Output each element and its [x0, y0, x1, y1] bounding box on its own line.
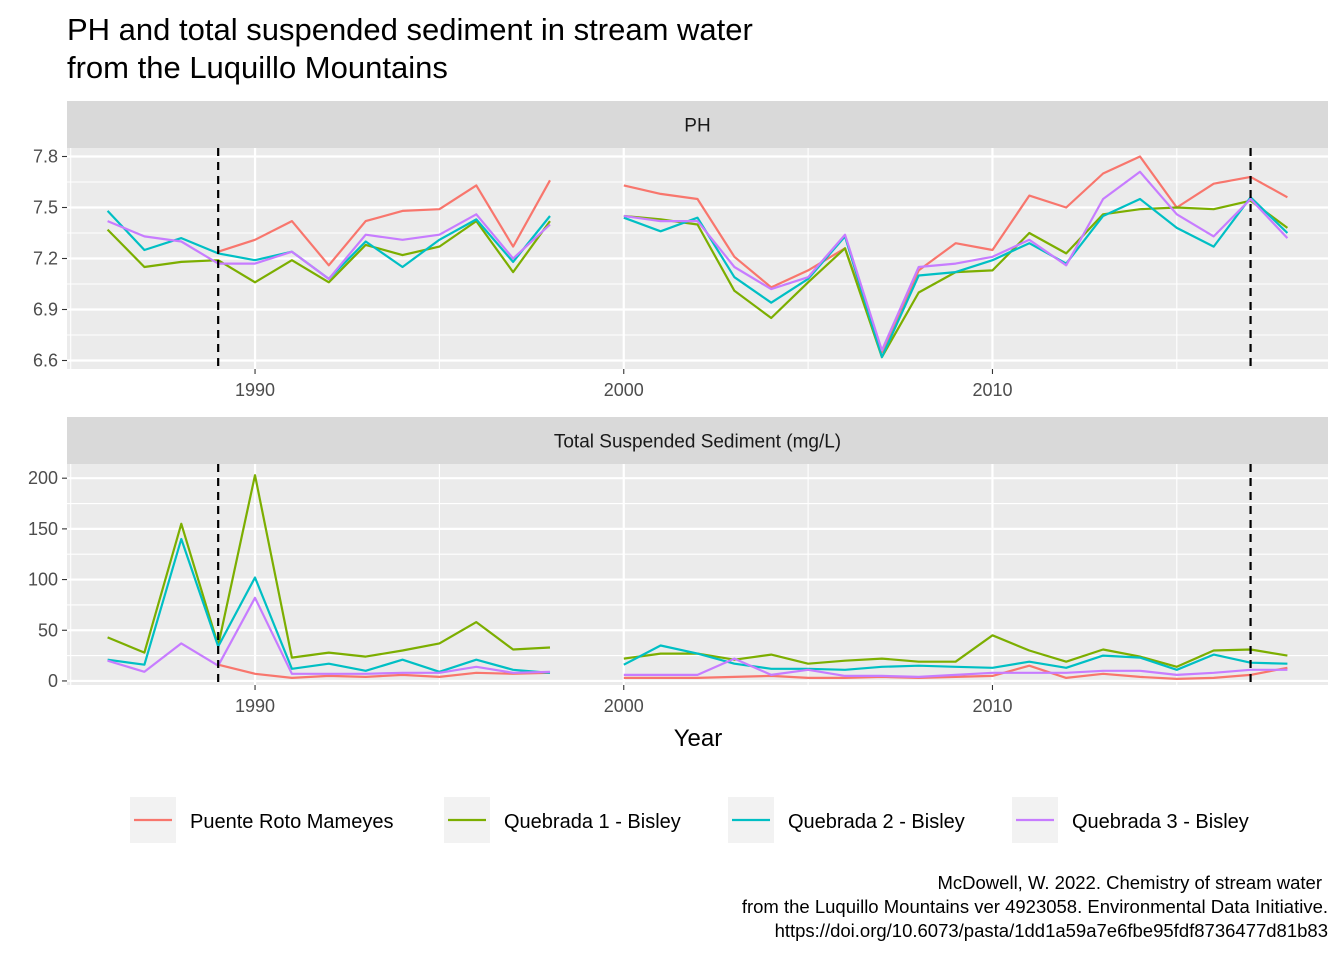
facet-strip-background	[67, 101, 1328, 148]
series-line-quebrada-3-bisley	[107, 596, 551, 675]
y-tick-label: 100	[28, 570, 58, 590]
y-tick-label: 0	[48, 671, 58, 691]
x-tick-label: 2000	[604, 380, 644, 400]
y-tick-label: 50	[38, 620, 58, 640]
legend-item-quebrada-1-bisley: Quebrada 1 - Bisley	[444, 797, 681, 843]
caption-line-3: https://doi.org/10.6073/pasta/1dd1a59a7e…	[775, 920, 1328, 941]
series-line-quebrada-2-bisley	[623, 644, 1288, 671]
legend-item-quebrada-2-bisley: Quebrada 2 - Bisley	[728, 797, 965, 843]
caption-line-2: from the Luquillo Mountains ver 4923058.…	[742, 896, 1328, 917]
x-tick-label: 2010	[972, 380, 1012, 400]
series-line-puente-roto-mameyes	[623, 664, 1288, 680]
chart-title-line-2: from the Luquillo Mountains	[67, 50, 448, 85]
legend-item-puente-roto-mameyes: Puente Roto Mameyes	[130, 797, 393, 843]
series-line-quebrada-2-bisley	[107, 537, 551, 674]
caption-line-1: McDowell, W. 2022. Chemistry of stream w…	[938, 872, 1323, 893]
y-tick-label: 7.2	[33, 249, 58, 269]
y-tick-label: 6.6	[33, 351, 58, 371]
series-line-quebrada-1-bisley	[106, 220, 551, 284]
x-tick-label: 1990	[235, 696, 275, 716]
legend: Puente Roto Mameyes Quebrada 1 - Bisley Qu…	[130, 797, 1249, 843]
series-line-quebrada-3-bisley	[623, 170, 1289, 352]
x-tick-label: 1990	[235, 380, 275, 400]
y-tick-label: 200	[28, 468, 58, 488]
y-tick-label: 6.9	[33, 300, 58, 320]
y-tick-label: 7.5	[33, 198, 58, 218]
y-tick-label: 7.8	[33, 147, 58, 167]
series-line-quebrada-2-bisley	[623, 196, 1289, 359]
caption: McDowell, W. 2022. Chemistry of stream w…	[742, 872, 1328, 941]
chart-title: PH and total suspended sediment in strea…	[67, 12, 753, 85]
facet-strip-label: PH	[684, 116, 710, 137]
panel-background	[67, 464, 1328, 685]
legend-label: Quebrada 1 - Bisley	[504, 811, 681, 833]
panel-0: PH 6.6 6.9 7.2 7.5 7.8 1990 2000 2010	[33, 101, 1328, 400]
series-line-quebrada-1-bisley	[107, 474, 551, 659]
series-line-puente-roto-mameyes	[217, 663, 551, 679]
facet-strip-background	[67, 417, 1328, 464]
series-line-quebrada-3-bisley	[623, 657, 1288, 678]
x-tick-label: 2010	[972, 696, 1012, 716]
x-tick-label: 2000	[604, 696, 644, 716]
series-line-puente-roto-mameyes	[217, 179, 551, 267]
series-line-quebrada-3-bisley	[107, 213, 551, 280]
chart-title-line-1: PH and total suspended sediment in strea…	[67, 12, 753, 47]
y-tick-label: 150	[28, 519, 58, 539]
legend-label: Quebrada 2 - Bisley	[788, 811, 965, 833]
legend-label: Quebrada 3 - Bisley	[1072, 811, 1249, 833]
x-axis-title: Year	[674, 725, 723, 752]
facet-strip-label: Total Suspended Sediment (mg/L)	[554, 432, 841, 453]
legend-item-quebrada-3-bisley: Quebrada 3 - Bisley	[1012, 797, 1249, 843]
panel-1: Total Suspended Sediment (mg/L) 0 50 100 150…	[28, 417, 1328, 716]
legend-label: Puente Roto Mameyes	[190, 811, 393, 833]
